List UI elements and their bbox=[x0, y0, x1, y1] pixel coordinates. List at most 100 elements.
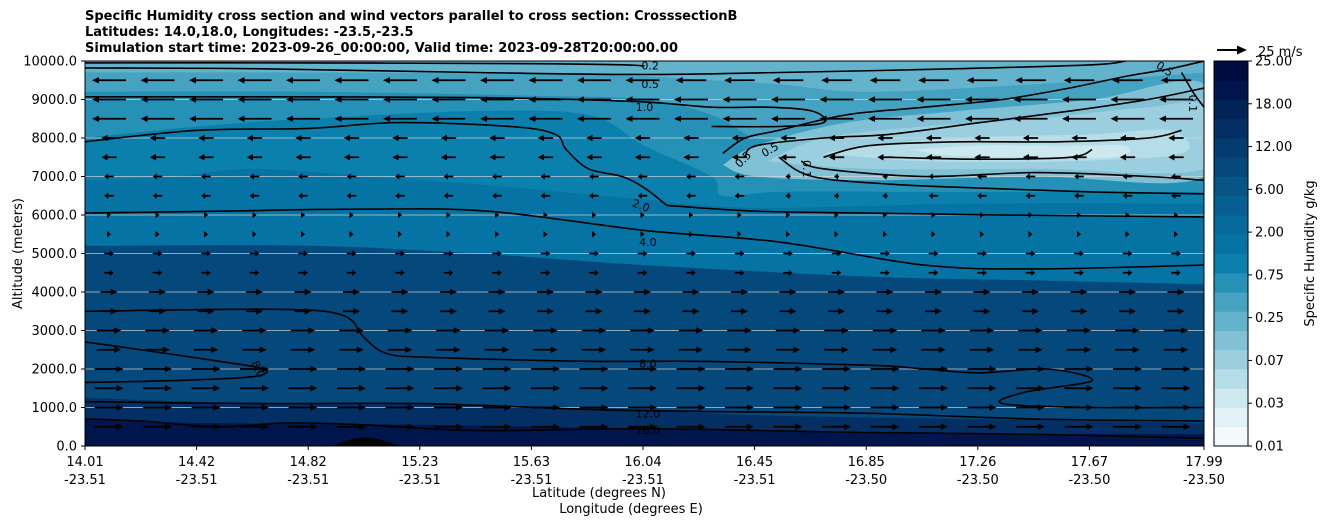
wind-arrow bbox=[731, 154, 748, 161]
wind-arrow bbox=[928, 269, 939, 276]
wind-arrow bbox=[249, 269, 260, 276]
wind-arrow bbox=[581, 346, 607, 353]
wind-arrow bbox=[1125, 211, 1130, 219]
wind-arrow bbox=[722, 96, 757, 103]
wind-arrow bbox=[237, 115, 272, 122]
wind-arrow bbox=[1161, 404, 1191, 411]
wind-arrow bbox=[440, 288, 457, 296]
wind-arrow bbox=[1016, 423, 1045, 430]
wind-arrow bbox=[436, 346, 461, 353]
wind-arrow bbox=[443, 269, 454, 276]
wind-arrow bbox=[918, 77, 949, 84]
colorbar-swatch bbox=[1214, 61, 1248, 81]
wind-arrow bbox=[686, 173, 696, 180]
x-tick-lat-label: 16.45 bbox=[736, 455, 773, 470]
wind-arrow bbox=[625, 77, 660, 84]
wind-arrow bbox=[94, 385, 124, 392]
wind-arrow bbox=[343, 134, 360, 142]
x-tick-lat-label: 16.04 bbox=[624, 455, 661, 470]
wind-arrow bbox=[969, 346, 995, 353]
wind-arrow bbox=[688, 231, 694, 238]
wind-arrow bbox=[725, 365, 754, 373]
wind-arrow bbox=[591, 231, 597, 238]
wind-arrow bbox=[678, 346, 704, 353]
wind-arrow bbox=[734, 269, 745, 276]
wind-arrow bbox=[290, 346, 316, 353]
colorbar-tick-label: 0.07 bbox=[1255, 354, 1284, 369]
wind-arrow bbox=[528, 96, 563, 103]
wind-arrow bbox=[1074, 269, 1084, 276]
wind-arrow bbox=[1028, 211, 1033, 219]
wind-arrow bbox=[1074, 192, 1084, 199]
colorbar-swatch bbox=[1214, 234, 1248, 254]
wind-arrow bbox=[346, 250, 357, 257]
wind-arrow bbox=[870, 423, 900, 430]
colorbar-swatch bbox=[1214, 407, 1248, 428]
wind-arrow bbox=[434, 423, 463, 430]
wind-arrow bbox=[921, 346, 946, 353]
x-axis-label-lat: Latitude (degrees N) bbox=[532, 486, 666, 501]
contour-line-15 bbox=[890, 148, 1093, 161]
wind-arrow bbox=[480, 96, 514, 103]
wind-arrow bbox=[337, 365, 366, 373]
wind-arrow bbox=[925, 288, 942, 296]
wind-arrow bbox=[387, 327, 413, 334]
y-tick-label: 8000.0 bbox=[32, 132, 78, 147]
wind-arrow bbox=[581, 327, 607, 334]
colorbar-swatch bbox=[1214, 369, 1248, 389]
wind-arrow bbox=[1013, 96, 1048, 103]
y-tick-label: 10000.0 bbox=[23, 55, 77, 70]
wind-arrow bbox=[1125, 231, 1130, 238]
wind-arrow bbox=[828, 134, 845, 142]
contour-line-16 bbox=[1180, 72, 1204, 108]
wind-arrow bbox=[482, 404, 512, 411]
wind-arrow bbox=[1113, 404, 1142, 411]
wind-arrow bbox=[489, 154, 505, 161]
wind-arrow bbox=[773, 385, 803, 392]
wind-arrow bbox=[94, 423, 124, 430]
wind-arrow bbox=[383, 77, 417, 84]
wind-arrow bbox=[1018, 327, 1043, 334]
wind-arrow bbox=[1115, 346, 1140, 353]
wind-arrow bbox=[1018, 346, 1043, 353]
wind-arrow bbox=[149, 308, 166, 315]
wind-arrow bbox=[540, 192, 551, 199]
wind-arrow bbox=[104, 192, 114, 199]
wind-arrow bbox=[586, 154, 602, 161]
wind-arrow bbox=[634, 288, 651, 296]
contour-label: 1.0 bbox=[636, 101, 654, 114]
wind-arrow bbox=[916, 115, 951, 122]
colorbar-swatch bbox=[1214, 349, 1248, 370]
wind-arrow bbox=[630, 346, 655, 353]
wind-arrow bbox=[822, 365, 851, 373]
y-tick-label: 2000.0 bbox=[32, 363, 78, 378]
wind-arrow bbox=[872, 346, 898, 353]
wind-arrow bbox=[925, 308, 942, 315]
wind-arrow bbox=[1112, 77, 1143, 84]
wind-arrow bbox=[822, 404, 851, 411]
wind-arrow bbox=[779, 288, 797, 296]
chart-title-line2: Latitudes: 14.0,18.0, Longitudes: -23.5,… bbox=[85, 25, 414, 40]
wind-arrow bbox=[686, 250, 696, 257]
wind-arrow bbox=[1171, 269, 1181, 276]
wind-arrow bbox=[395, 192, 405, 199]
colorbar-swatch bbox=[1214, 215, 1248, 235]
wind-arrow bbox=[585, 288, 603, 296]
wind-arrow bbox=[152, 269, 163, 276]
wind-arrow bbox=[531, 404, 560, 411]
wind-arrow bbox=[1163, 327, 1189, 334]
wind-arrow bbox=[298, 192, 308, 199]
y-tick-label: 5000.0 bbox=[32, 247, 78, 262]
wind-arrow bbox=[1025, 173, 1036, 180]
wind-arrow bbox=[731, 288, 748, 296]
wind-arrow bbox=[431, 77, 466, 84]
wind-arrow bbox=[678, 327, 704, 334]
wind-arrow bbox=[1076, 211, 1082, 219]
wind-arrow bbox=[928, 192, 939, 199]
wind-arrow bbox=[1062, 115, 1096, 122]
colorbar-tick-label: 12.00 bbox=[1255, 140, 1292, 155]
wind-arrow bbox=[785, 192, 791, 199]
wind-arrow bbox=[676, 423, 706, 430]
chart-title-line3: Simulation start time: 2023-09-26_00:00:… bbox=[85, 41, 678, 56]
x-tick-lon-label: -23.51 bbox=[510, 473, 552, 488]
